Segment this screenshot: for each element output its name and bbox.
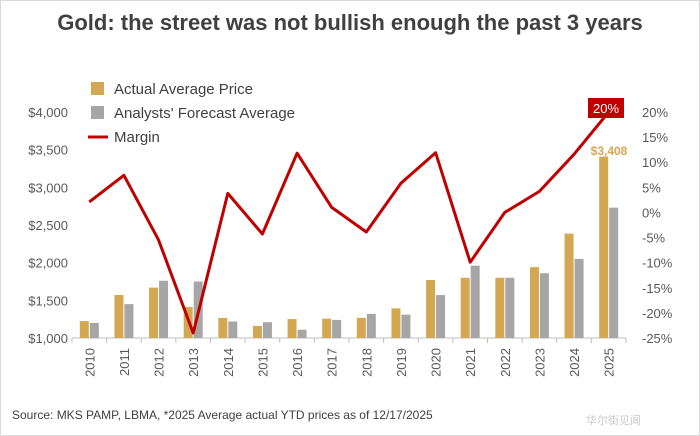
legend: Actual Average Price Analysts' Forecast …	[88, 81, 295, 146]
bar-actual-price	[356, 317, 366, 338]
y-right-tick-label: -10%	[642, 256, 673, 271]
bar-forecast-average	[436, 295, 446, 338]
annotations: 20% $3,408	[588, 98, 628, 158]
y-left-tick-label: $2,000	[28, 256, 68, 271]
y-left-tick-label: $1,500	[28, 293, 68, 308]
bar-actual-price	[599, 156, 609, 338]
bars	[79, 156, 619, 338]
x-tick-label: 2017	[325, 348, 340, 377]
bar-actual-price	[218, 317, 228, 338]
bar-forecast-average	[89, 322, 99, 338]
bar-forecast-average	[470, 265, 480, 338]
y-right-tick-label: 0%	[642, 205, 661, 220]
bar-actual-price	[460, 277, 470, 338]
x-tick-label: 2014	[221, 348, 236, 377]
last-margin-label: 20%	[593, 101, 619, 116]
margin-line	[88, 111, 610, 335]
bar-actual-price	[287, 319, 297, 338]
bar-forecast-average	[159, 280, 169, 338]
x-tick-label: 2023	[532, 348, 547, 377]
bar-actual-price	[391, 308, 401, 338]
bar-forecast-average	[609, 207, 619, 338]
y-left-tick-label: $1,000	[28, 331, 68, 346]
x-tick-label: 2012	[152, 348, 167, 377]
y-right-tick-label: -20%	[642, 306, 673, 321]
y-left-tick-label: $3,000	[28, 180, 68, 195]
y-right-tick-label: 20%	[642, 105, 668, 120]
y-left-tick-label: $2,500	[28, 218, 68, 233]
bar-forecast-average	[574, 258, 584, 338]
x-tick-label: 2019	[394, 348, 409, 377]
legend-swatch-actual	[91, 82, 104, 95]
y-right-tick-label: -15%	[642, 281, 673, 296]
last-price-label: $3,408	[591, 144, 628, 158]
bar-forecast-average	[124, 304, 134, 338]
bar-forecast-average	[366, 313, 376, 338]
legend-label-forecast: Analysts' Forecast Average	[114, 105, 295, 122]
x-tick-label: 2015	[255, 348, 270, 377]
bar-actual-price	[564, 233, 574, 338]
bar-actual-price	[426, 279, 436, 338]
x-tick-label: 2020	[429, 348, 444, 377]
legend-label-actual: Actual Average Price	[114, 81, 253, 98]
bar-forecast-average	[262, 322, 272, 338]
y-right-tick-label: 5%	[642, 180, 661, 195]
x-tick-label: 2024	[567, 348, 582, 377]
x-tick-label: 2018	[359, 348, 374, 377]
x-tick-label: 2013	[186, 348, 201, 377]
bar-forecast-average	[332, 319, 342, 338]
last-margin-badge	[588, 98, 624, 118]
x-tick-label: 2025	[602, 348, 617, 377]
x-tick-label: 2010	[82, 348, 97, 377]
bar-actual-price	[322, 318, 332, 338]
y-left-tick-label: $4,000	[28, 105, 68, 120]
bar-forecast-average	[228, 321, 238, 338]
bar-forecast-average	[539, 273, 549, 338]
bar-actual-price	[79, 321, 89, 338]
y-right-tick-label: -25%	[642, 331, 673, 346]
x-tick-label: 2021	[463, 348, 478, 377]
bar-actual-price	[495, 277, 505, 338]
margin-line-group	[88, 111, 610, 335]
bar-forecast-average	[401, 314, 411, 338]
bar-actual-price	[114, 294, 124, 338]
legend-swatch-forecast	[91, 106, 104, 119]
bar-actual-price	[252, 325, 262, 338]
y-right-tick-label: 15%	[642, 130, 668, 145]
bar-forecast-average	[505, 277, 515, 338]
source-note: Source: MKS PAMP, LBMA, *2025 Average ac…	[12, 408, 433, 422]
bar-actual-price	[529, 267, 539, 338]
bar-forecast-average	[297, 329, 307, 338]
x-tick-label: 2022	[498, 348, 513, 377]
x-tick-label: 2011	[117, 348, 132, 376]
watermark: 华尔街见闻	[586, 415, 641, 427]
y-right-tick-label: -5%	[642, 231, 666, 246]
legend-label-margin: Margin	[114, 129, 160, 146]
y-right-tick-label: 10%	[642, 155, 668, 170]
y-left-tick-label: $3,500	[28, 143, 68, 158]
chart-title: Gold: the street was not bullish enough …	[57, 10, 643, 35]
bar-actual-price	[149, 287, 159, 338]
x-tick-label: 2016	[290, 348, 305, 377]
